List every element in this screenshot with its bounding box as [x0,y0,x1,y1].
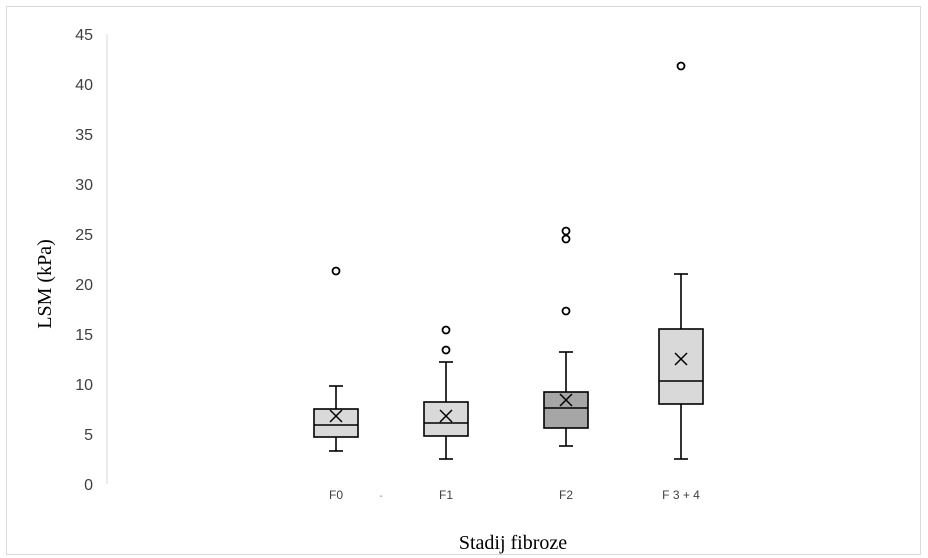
chart-frame [6,6,921,555]
mean-marker-stroke [439,409,453,423]
outlier-point [441,325,451,335]
outlier-point [561,306,571,316]
mean-marker [439,409,453,423]
box-iqr [658,328,704,405]
y-tick-label: 35 [75,127,93,144]
box-iqr [543,391,589,429]
x-axis-minor-tick: - [379,491,382,502]
box-iqr [423,401,469,437]
box-iqr [313,408,359,438]
outlier-point [676,61,686,71]
box-group [313,266,359,452]
mean-marker [674,352,688,366]
outlier-point [561,226,571,236]
y-tick-label: 40 [75,77,93,94]
x-tick-label: F1 [439,488,453,502]
y-tick-label: 5 [84,427,93,444]
box-group [423,325,469,460]
box-group [543,226,589,447]
box-series [313,61,704,460]
mean-marker-stroke [674,352,688,366]
x-tick-label: F2 [559,488,573,502]
outlier-point [561,234,571,244]
x-axis-category-labels: F0 F1 F2 F 3 + 4 [329,488,700,502]
mean-marker-stroke [559,393,573,407]
y-tick-label: 45 [75,27,93,44]
y-tick-label: 20 [75,277,93,294]
y-axis-ticks: 0 5 10 15 20 25 30 35 40 45 [75,27,93,494]
y-axis-title: LSM (kPa) [34,239,56,328]
y-tick-label: 0 [84,477,93,494]
mean-marker [329,409,343,423]
x-tick-label: F0 [329,488,343,502]
y-tick-label: 15 [75,327,93,344]
x-axis-title: Stadij fibroze [459,532,567,554]
outlier-point [441,345,451,355]
y-tick-label: 25 [75,227,93,244]
outlier-point [331,266,341,276]
mean-marker [559,393,573,407]
box-group [658,61,704,460]
mean-marker-stroke [329,409,343,423]
y-tick-label: 10 [75,377,93,394]
y-tick-label: 30 [75,177,93,194]
x-tick-label: F 3 + 4 [662,488,700,502]
